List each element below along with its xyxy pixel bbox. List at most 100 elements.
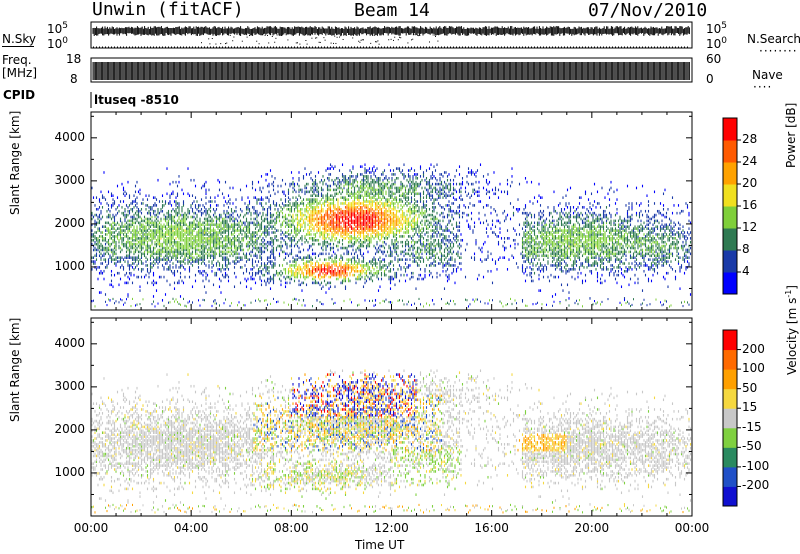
nsky-point [373,34,375,36]
nsky-point [310,34,312,36]
nsky-point [394,36,396,38]
nsky-point [437,40,439,42]
nsky-point [287,39,289,41]
power-cb-swatch [723,184,737,207]
nsky-point [299,43,301,45]
nsky-point [435,35,436,37]
nsky-point [297,42,298,44]
power-cb-swatch [723,140,737,163]
freq-strip-frame [90,57,693,83]
nsky-point [418,35,420,37]
nsky-strip-frame [90,21,693,49]
nsky-point [397,39,399,41]
nsky-point [376,41,378,43]
nsky-point [412,38,414,40]
nsky-point [275,37,277,39]
power-cb-swatch [723,250,737,273]
nsky-point [276,34,278,36]
velocity-cb-swatch [723,388,737,409]
power-cb-swatch [723,272,737,295]
velocity-cb-frame [722,329,738,507]
nsky-point [246,36,248,38]
nsky-point [375,41,376,43]
nsky-point [311,37,313,39]
nsky-point [319,41,321,43]
nsky-point [209,43,211,45]
power-marks [91,163,692,308]
nsky-point [315,37,316,39]
nsky-point [233,36,235,38]
nsky-point [318,41,320,43]
power-cb-swatch [723,228,737,251]
velocity-cb-swatch [723,369,737,390]
nsky-point [264,34,266,36]
nsky-point [388,39,390,41]
nsky-point [330,42,332,44]
nsky-point [429,41,430,43]
nsky-point [399,36,400,38]
power-cb-swatch [723,118,737,141]
nsky-point [279,34,280,36]
velocity-cb-swatch [723,466,737,487]
nsky-point [229,34,231,36]
nsky-point [378,43,380,45]
nsky-point [363,39,364,41]
nsky-point [413,34,415,36]
nsky-point [249,35,250,37]
nsky-point [411,39,412,41]
nsky-point [215,43,217,45]
velocity-cb-swatch [723,330,737,351]
nsky-point [241,40,243,42]
nsky-point [339,36,340,38]
nsky-point [340,35,342,37]
nsky-point [352,37,354,39]
nsky-point [334,35,336,37]
nsky-point [226,42,228,44]
nsky-point [267,34,268,36]
velocity-cb-swatch [723,427,737,448]
nsky-point [281,34,283,36]
nsky-point [333,42,334,44]
velocity-colorbar [722,329,741,507]
power-cb-swatch [723,206,737,229]
power-colorbar [722,117,741,295]
nsky-point [360,39,362,41]
nsky-point [419,34,421,36]
nsky-point [316,37,318,39]
nsky-point [432,34,434,36]
nsky-point [306,43,308,45]
nsky-point [336,36,338,38]
nsky-point [393,39,394,41]
nsky-point [256,40,258,42]
nsky-point [358,40,360,42]
nsky-point [232,40,234,42]
velocity-cb-swatch [723,408,737,429]
velocity-cb-swatch [723,447,737,468]
nsky-point [407,42,409,44]
nsky-point [271,35,273,37]
nsky-point [361,39,363,41]
nsky-point [208,38,210,40]
nsky-point [359,41,361,43]
nsky-point [390,38,392,40]
nsky-point [268,42,270,44]
nsky-point [274,41,276,43]
nsky-point [324,39,326,41]
nsky-point [305,39,307,41]
nsky-point [225,43,226,45]
nsky-point [211,38,213,40]
nsky-point [370,42,372,44]
nsky-point [377,40,379,42]
nsky-point [335,42,337,44]
nsky-point [262,34,264,36]
nsky-point [417,34,418,36]
nsky-point [295,42,297,44]
velocity-cb-swatch [723,486,737,507]
nsky-point [201,42,202,44]
strip-marks [92,26,690,80]
velocity-cb-swatch [723,349,737,370]
power-cb-swatch [723,162,737,185]
nsky-point [220,43,222,45]
nsky-point [400,37,402,39]
